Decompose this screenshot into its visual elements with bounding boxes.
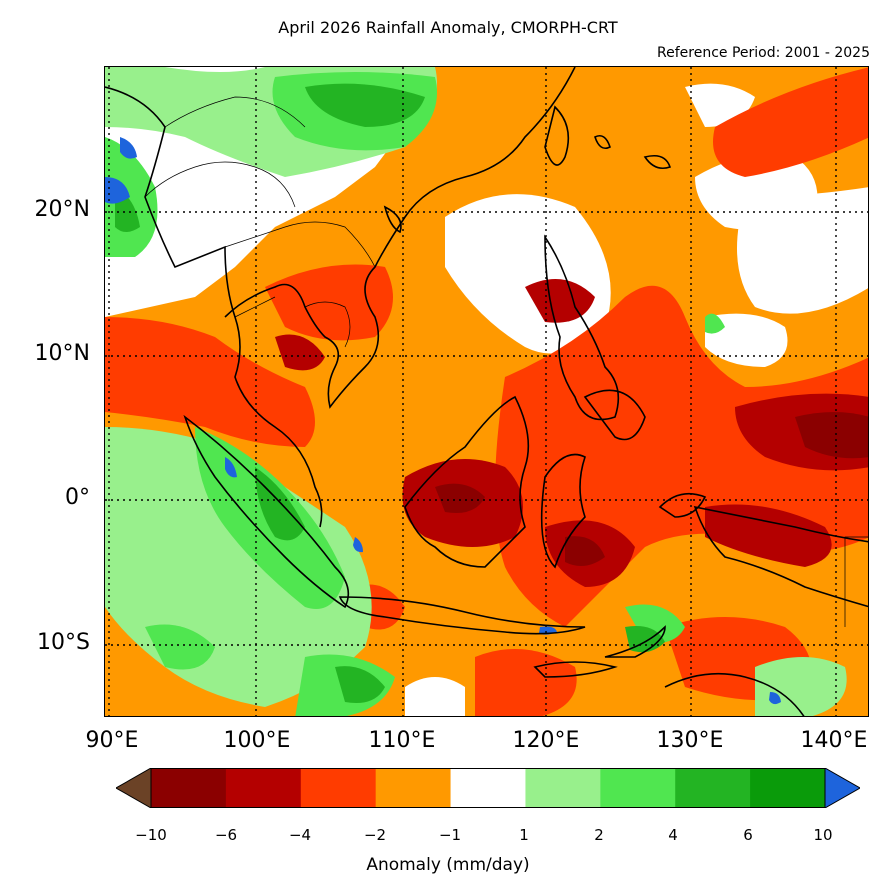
- colorbar-tick-label: 4: [668, 826, 678, 844]
- colorbar-tick-label: −6: [214, 826, 238, 844]
- colorbar: [116, 768, 860, 808]
- colorbar-cell: [450, 768, 526, 808]
- coastlines: [105, 67, 868, 716]
- colorbar-cell: [750, 768, 826, 808]
- lat-tick-label: 10°N: [34, 341, 90, 366]
- lon-tick-label: 110°E: [368, 728, 436, 753]
- anomaly-white-patches: [105, 83, 868, 716]
- colorbar-cell: [225, 768, 302, 808]
- gridlines: [105, 67, 868, 716]
- colorbar-cell: [600, 768, 676, 808]
- reference-period: Reference Period: 2001 - 2025: [657, 45, 870, 61]
- colorbar-cell: [151, 768, 227, 808]
- lon-tick-label: 130°E: [656, 728, 724, 753]
- lon-tick-label: 120°E: [512, 728, 580, 753]
- colorbar-tick-label: −1: [438, 826, 462, 844]
- colorbar-tick-label: 6: [743, 826, 753, 844]
- map-title: April 2026 Rainfall Anomaly, CMORPH-CRT: [278, 18, 618, 37]
- colorbar-tick-label: 2: [594, 826, 604, 844]
- colorbar-tick-label: 1: [519, 826, 529, 844]
- colorbar-over-arrow: [824, 768, 860, 808]
- colorbar-outline: [150, 768, 826, 808]
- colorbar-cell: [675, 768, 751, 808]
- colorbar-tick-label: 10: [813, 826, 833, 844]
- country-borders: [144, 96, 868, 627]
- rainfall-anomaly-map: [104, 66, 869, 717]
- colorbar-cell: [375, 768, 452, 808]
- colorbar-under-arrow: [116, 768, 152, 808]
- colorbar-cell: [300, 768, 377, 808]
- map-canvas: [105, 67, 868, 716]
- lat-tick-label: 10°S: [37, 630, 90, 655]
- lon-tick-label: 140°E: [800, 728, 868, 753]
- anomaly-darkest-red-field: [435, 412, 868, 566]
- anomaly-dark-green-field: [115, 83, 665, 703]
- anomaly-blue-field: [105, 137, 781, 705]
- lat-tick-label: 0°: [65, 485, 90, 510]
- colorbar-tick-label: −4: [288, 826, 312, 844]
- lon-tick-label: 100°E: [223, 728, 291, 753]
- colorbar-cells: [116, 768, 860, 808]
- colorbar-cell: [525, 768, 601, 808]
- colorbar-tick-label: −10: [135, 826, 167, 844]
- lat-tick-label: 20°N: [34, 197, 90, 222]
- colorbar-label: Anomaly (mm/day): [366, 855, 530, 875]
- lon-tick-label: 90°E: [85, 728, 139, 753]
- colorbar-tick-label: −2: [363, 826, 387, 844]
